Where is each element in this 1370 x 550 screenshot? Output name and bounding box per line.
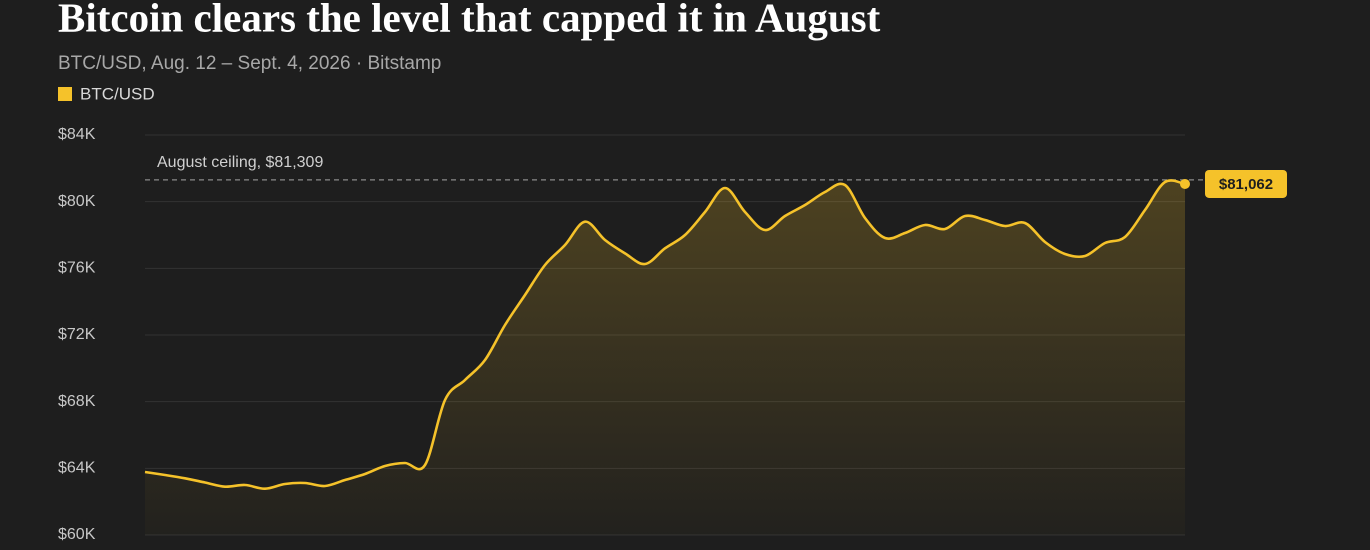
y-tick-label: $80K [58,193,96,210]
end-label: $81,062 [1219,176,1273,193]
y-tick-label: $68K [58,393,96,410]
legend-label: BTC/USD [80,84,155,103]
y-tick-label: $84K [58,126,96,143]
line-area [145,180,1185,535]
y-tick-label: $64K [58,460,96,477]
legend-swatch [58,87,72,101]
end-label-box [1205,169,1287,198]
y-tick-label: $76K [58,260,96,277]
end-point [1180,178,1190,189]
ceiling-label: August ceiling, $81,309 [157,154,323,171]
chart-title: Bitcoin clears the level that capped it … [58,0,881,40]
chart-subtitle: BTC/USD, Aug. 12 – Sept. 4, 2026 · Bitst… [58,53,441,74]
line [144,179,1186,490]
y-tick-label: $72K [58,326,96,343]
y-tick-label: $60K [58,526,96,543]
